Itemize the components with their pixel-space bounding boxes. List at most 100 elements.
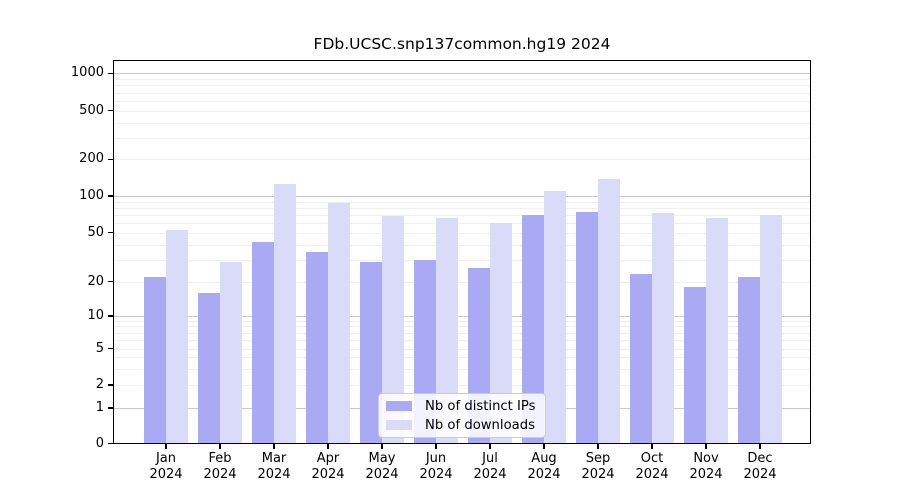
- y-tick-label: 0: [95, 435, 104, 451]
- x-tick-mark: [327, 444, 329, 449]
- y-tick-mark: [108, 384, 113, 386]
- x-tick-month: Feb: [208, 451, 232, 466]
- bar-downloads: [490, 223, 512, 444]
- gridline-major: [113, 196, 811, 197]
- x-tick-month: Jul: [482, 451, 498, 466]
- y-tick-mark: [108, 110, 113, 112]
- y-tick-mark: [108, 347, 113, 350]
- y-tick-mark: [108, 281, 113, 283]
- plot-area: [113, 60, 811, 444]
- x-tick-year: 2024: [257, 467, 291, 482]
- gridline-minor: [113, 385, 811, 386]
- y-tick-mark: [108, 195, 113, 197]
- x-tick-month: Dec: [747, 451, 773, 466]
- y-tick-label: 1: [95, 400, 104, 415]
- x-tick-mark: [759, 444, 761, 449]
- x-tick-label: Jul 2024: [462, 451, 518, 483]
- x-tick-month: Jan: [155, 451, 177, 466]
- x-tick-year: 2024: [635, 467, 669, 482]
- y-tick-mark: [108, 158, 113, 160]
- gridline-minor: [113, 332, 811, 334]
- bar-distinct-ips: [252, 242, 274, 444]
- gridline-minor: [113, 281, 811, 283]
- y-tick-label: 50: [87, 224, 104, 240]
- bar-downloads: [166, 229, 188, 444]
- bar-distinct-ips: [522, 214, 544, 444]
- legend-swatch-downloads: [386, 420, 412, 430]
- x-tick-label: Sep 2024: [570, 451, 626, 483]
- bar-downloads: [220, 261, 242, 444]
- gridline-major: [113, 316, 811, 317]
- gridline-minor: [113, 326, 811, 328]
- x-tick-label: Oct 2024: [624, 451, 680, 483]
- gridline-minor: [113, 207, 811, 209]
- gridline-minor: [113, 244, 811, 246]
- x-tick-year: 2024: [365, 467, 399, 482]
- y-tick-mark: [108, 407, 113, 409]
- x-tick-label: Jan 2024: [138, 451, 194, 483]
- x-tick-label: Dec 2024: [732, 451, 788, 483]
- x-tick-mark: [165, 444, 167, 449]
- x-tick-mark: [489, 444, 491, 449]
- y-tick-label: 1000: [70, 65, 104, 81]
- y-tick-mark: [108, 315, 113, 317]
- x-tick-month: Nov: [693, 451, 719, 466]
- x-tick-label: Feb 2024: [192, 451, 248, 483]
- bar-distinct-ips: [738, 276, 760, 444]
- gridline-minor: [113, 122, 811, 124]
- bar-downloads: [544, 190, 566, 444]
- legend-swatch-distinct-ips: [386, 401, 412, 411]
- x-tick-mark: [273, 444, 275, 449]
- y-tick-mark: [108, 72, 113, 74]
- y-tick-label: 100: [79, 188, 104, 203]
- bar-distinct-ips: [144, 276, 166, 444]
- x-tick-mark: [705, 444, 707, 449]
- bar-downloads: [652, 212, 674, 444]
- gridline-minor: [113, 92, 811, 94]
- x-tick-label: Nov 2024: [678, 451, 734, 483]
- x-tick-month: Sep: [585, 451, 611, 466]
- legend-row: Nb of downloads: [386, 418, 545, 433]
- bar-downloads: [328, 203, 350, 444]
- bar-downloads: [382, 216, 404, 444]
- x-tick-label: May 2024: [354, 451, 410, 483]
- x-tick-year: 2024: [743, 467, 777, 482]
- bar-downloads: [706, 218, 728, 444]
- legend-label: Nb of downloads: [425, 417, 535, 433]
- bar-downloads: [760, 214, 782, 444]
- x-tick-month: Mar: [261, 451, 287, 466]
- gridline-minor: [113, 201, 811, 203]
- gridline-minor: [113, 348, 811, 350]
- x-tick-year: 2024: [527, 467, 561, 482]
- chart-title: FDb.UCSC.snp137common.hg19 2024: [313, 35, 611, 53]
- x-tick-month: May: [368, 451, 396, 466]
- gridline-minor: [113, 110, 811, 112]
- gridline-minor: [113, 137, 811, 139]
- gridline-minor: [113, 357, 811, 359]
- legend-row: Nb of distinct IPs: [386, 399, 545, 414]
- x-tick-year: 2024: [203, 467, 237, 482]
- x-tick-mark: [651, 444, 653, 449]
- bar-downloads: [274, 184, 296, 444]
- legend: Nb of distinct IPs Nb of downloads: [378, 393, 546, 438]
- x-tick-month: Jun: [425, 451, 447, 466]
- y-tick-mark: [108, 232, 113, 234]
- x-tick-label: Aug 2024: [516, 451, 572, 483]
- x-tick-month: Oct: [640, 451, 664, 466]
- gridline-minor: [113, 78, 811, 80]
- x-tick-year: 2024: [311, 467, 345, 482]
- bar-distinct-ips: [630, 274, 652, 444]
- gridline-minor: [113, 320, 811, 322]
- x-tick-mark: [435, 444, 437, 449]
- bar-downloads: [436, 218, 458, 444]
- bar-distinct-ips: [198, 292, 220, 444]
- legend-label: Nb of distinct IPs: [425, 398, 536, 414]
- gridline-minor: [113, 223, 811, 225]
- gridline-minor: [113, 159, 811, 161]
- bar-distinct-ips: [306, 251, 328, 444]
- bar-distinct-ips: [360, 261, 382, 444]
- x-tick-month: Aug: [531, 451, 557, 466]
- x-tick-mark: [381, 444, 383, 449]
- gridline-minor: [113, 260, 811, 262]
